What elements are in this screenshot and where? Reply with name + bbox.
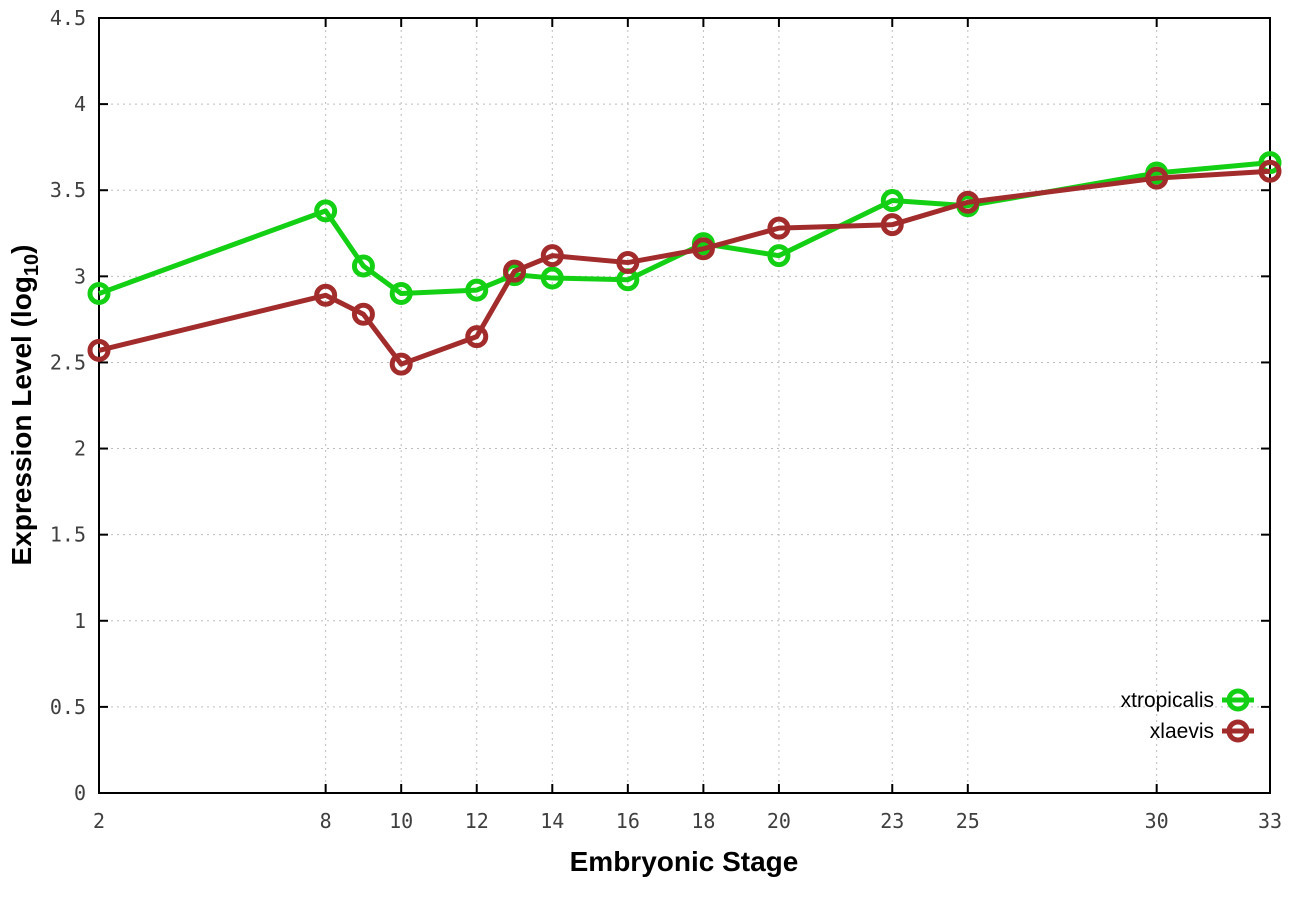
xlaevis-point-stage-20 [767,216,791,240]
legend-label-xtropicalis: xtropicalis [1121,689,1214,712]
xtropicalis-point-stage-14 [540,266,564,290]
tick-labels: 2 8 10 12 14 16 18 20 23 25 30 33 0 0.5 1 1.5 2 2.5 3 3.5 4 4… [50,6,1282,833]
xtropicalis-point-stage-8 [314,199,338,223]
xlaevis-point-stage-30 [1145,166,1169,190]
xtropicalis-point-stage-2 [87,282,111,306]
y-tick-label-3: 3 [74,264,86,288]
axis-ticks [98,17,1271,794]
x-tick-label-18: 18 [691,809,715,833]
xtropicalis-point-stage-20 [767,244,791,268]
x-tick-label-10: 10 [389,809,413,833]
xlaevis-point-stage-18 [691,237,715,261]
xlaevis-point-stage-25 [956,190,980,214]
y-axis-title: Expression Level (log10) [6,245,43,566]
xlaevis-point-stage-12 [465,325,489,349]
xlaevis-line [98,168,1271,367]
xtropicalis-point-stage-9 [351,254,375,278]
xlaevis-point-stage-16 [616,251,640,275]
plot-border [98,17,1271,794]
x-tick-label-14: 14 [540,809,564,833]
xlaevis-point-stage-9 [351,302,375,326]
x-tick-label-2: 2 [93,809,105,833]
y-tick-label-3.5: 3.5 [50,178,86,202]
y-tick-label-1: 1 [74,609,86,633]
x-tick-label-30: 30 [1145,809,1169,833]
x-tick-label-12: 12 [465,809,489,833]
xlaevis-point-stage-2 [87,338,111,362]
legend-label-xlaevis: xlaevis [1150,720,1214,743]
x-tick-label-25: 25 [956,809,980,833]
x-tick-label-23: 23 [880,809,904,833]
xlaevis-point-stage-14 [540,244,564,268]
x-tick-label-8: 8 [320,809,332,833]
xtropicalis-point-stage-10 [389,282,413,306]
series-xtropicalis [87,151,1282,306]
y-tick-label-4.5: 4.5 [50,6,86,30]
xlaevis-point-stage-33 [1258,159,1282,183]
series-xlaevis [87,159,1282,376]
x-tick-label-33: 33 [1258,809,1282,833]
y-tick-label-1.5: 1.5 [50,523,86,547]
gridlines [99,18,1270,793]
legend-sample-marker-xtropicalis [1226,688,1250,712]
x-axis-title: Embryonic Stage [570,846,799,877]
xlaevis-point-stage-23 [880,213,904,237]
xtropicalis-line [98,160,1271,297]
xtropicalis-point-stage-23 [880,189,904,213]
legend-sample-marker-xlaevis [1226,719,1250,743]
x-tick-label-16: 16 [616,809,640,833]
y-tick-label-0: 0 [74,781,86,805]
y-tick-label-4: 4 [74,92,86,116]
xlaevis-point-stage-13 [503,259,527,283]
legend: xtropicalis xlaevis [1121,688,1254,743]
y-tick-label-2.5: 2.5 [50,350,86,374]
x-tick-label-20: 20 [767,809,791,833]
y-tick-label-0.5: 0.5 [50,695,86,719]
xlaevis-point-stage-10 [389,352,413,376]
y-tick-label-2: 2 [74,437,86,461]
xtropicalis-point-stage-12 [465,278,489,302]
xlaevis-point-stage-8 [314,283,338,307]
